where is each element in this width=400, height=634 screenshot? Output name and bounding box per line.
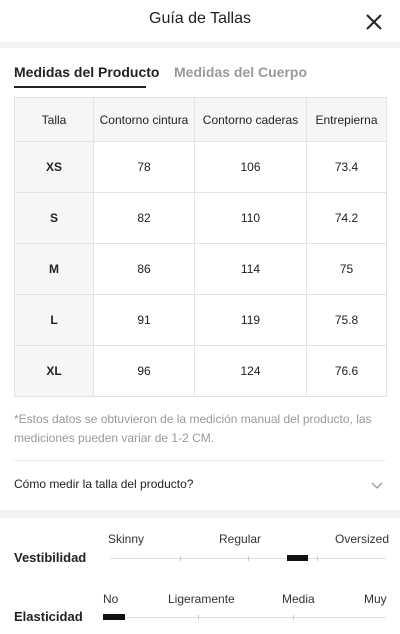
cell: 75 <box>306 243 387 295</box>
scale-tick <box>198 615 199 620</box>
scale-label: Ligeramente <box>168 592 235 606</box>
note: *Estos datos se obtuvieron de la medició… <box>14 412 372 445</box>
how-to-measure[interactable]: Cómo medir la talla del producto? <box>14 477 194 491</box>
scale-label: Regular <box>219 532 262 546</box>
header-cell: Contorno cintura <box>93 97 195 142</box>
close-button[interactable] <box>364 12 384 32</box>
separator <box>0 510 400 518</box>
cell: S <box>14 192 94 244</box>
table-row: L 91 119 75.8 <box>14 294 387 346</box>
cell: 114 <box>194 243 307 295</box>
separator <box>0 42 400 48</box>
cell: 91 <box>93 294 195 346</box>
scale-tick <box>248 556 249 561</box>
scale-track <box>103 617 386 618</box>
scale-tick <box>293 615 294 620</box>
scale-label: Media <box>282 592 315 606</box>
tab-active[interactable]: Medidas del Producto <box>14 64 160 80</box>
cell: 86 <box>93 243 195 295</box>
cell: 119 <box>194 294 307 346</box>
chevron[interactable] <box>370 478 384 492</box>
fit-label: Vestibilidad <box>14 550 87 565</box>
cell: M <box>14 243 94 295</box>
fit-marker <box>287 555 308 561</box>
scale-label: Oversized <box>335 532 390 546</box>
header-cell: Contorno caderas <box>194 97 307 142</box>
tab[interactable]: Medidas del Cuerpo <box>174 64 308 80</box>
cell: 110 <box>194 192 307 244</box>
cell: 82 <box>93 192 195 244</box>
scale-tick <box>180 556 181 561</box>
elasticity-marker <box>103 614 125 620</box>
cell: XS <box>14 141 94 193</box>
table-row: S 82 110 74.2 <box>14 192 387 244</box>
cell: XL <box>14 345 94 397</box>
cell: 124 <box>194 345 307 397</box>
cell: 73.4 <box>306 141 387 193</box>
cell: 74.2 <box>306 192 387 244</box>
table-row: XL 96 124 76.6 <box>14 345 387 397</box>
tab-underline <box>14 86 146 88</box>
elasticity-label: Elasticidad <box>14 609 83 624</box>
scale-label: Muy <box>364 592 387 606</box>
table-row: XS 78 106 73.4 <box>14 141 387 193</box>
scale-label: Skinny <box>108 532 145 546</box>
table-row: Talla Contorno cintura Contorno caderas Ent… <box>14 97 387 142</box>
cell: 78 <box>93 141 195 193</box>
scale-tick <box>317 556 318 561</box>
divider <box>14 460 386 461</box>
header-cell: Talla <box>14 97 94 142</box>
size-table: Talla Contorno cintura Contorno caderas Ent… <box>14 97 387 397</box>
cell: L <box>14 294 94 346</box>
cell: 76.6 <box>306 345 387 397</box>
cell: 96 <box>93 345 195 397</box>
cell: 106 <box>194 141 307 193</box>
table-row: M 86 114 75 <box>14 243 387 295</box>
header-cell: Entrepierna <box>306 97 387 142</box>
scale-label: No <box>103 592 119 606</box>
cell: 75.8 <box>306 294 387 346</box>
title: Guía de Tallas <box>149 10 251 27</box>
